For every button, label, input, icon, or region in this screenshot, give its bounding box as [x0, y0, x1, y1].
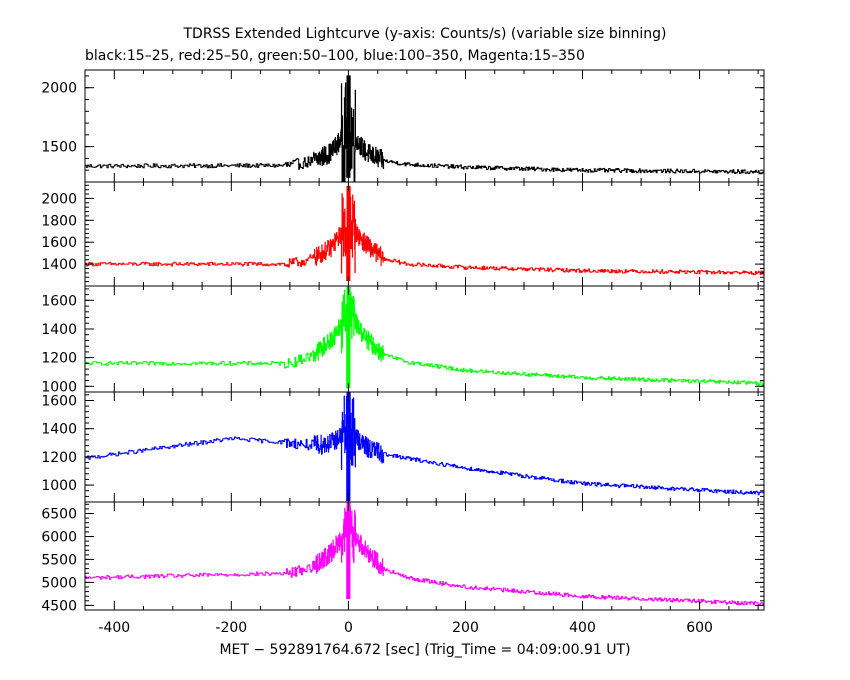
y-tick-label: 1200 — [41, 450, 77, 466]
x-tick-label: -400 — [98, 620, 130, 636]
panel-frame — [84, 285, 765, 393]
panel-4: 1000 1200 1400 1600 — [41, 391, 765, 503]
x-tick-label: 600 — [686, 620, 713, 636]
y-tick-label: 6000 — [41, 530, 77, 546]
x-axis-label: MET − 592891764.672 [sec] (Trig_Time = 0… — [219, 642, 630, 658]
panel-2: 1400 1600 1800 2000 — [41, 181, 765, 287]
y-tick-label: 1000 — [41, 478, 77, 494]
series-line-2 — [85, 185, 764, 281]
x-tick-label: -200 — [215, 620, 247, 636]
x-tick-label: 200 — [452, 620, 479, 636]
y-tick-label: 4500 — [41, 598, 77, 614]
y-tick-label: 2000 — [41, 81, 77, 97]
y-tick-label: 1400 — [41, 257, 77, 273]
y-tick-label: 6500 — [41, 507, 77, 523]
panel-3: 1000 1200 1400 1600 — [41, 285, 765, 395]
y-tick-label: 5500 — [41, 552, 77, 568]
panels: 1500200014001600180020001000120014001600… — [41, 69, 765, 636]
y-tick-label: 1400 — [41, 322, 77, 338]
series-line-5 — [85, 502, 764, 607]
chart-subtitle: black:15–25, red:25–50, green:50–100, bl… — [85, 48, 585, 64]
y-tick-label: 1500 — [41, 140, 77, 156]
panel-frame — [84, 391, 765, 503]
panel-5: 4500 5000 5500 6000 6500 — [41, 501, 765, 614]
chart-title: TDRSS Extended Lightcurve (y-axis: Count… — [182, 26, 666, 42]
y-tick-label: 1200 — [41, 351, 77, 367]
y-tick-label: 2000 — [41, 191, 77, 207]
panel-1: 1500 2000 — [41, 69, 765, 183]
y-tick-label: 1600 — [41, 293, 77, 309]
y-tick-label: 1800 — [41, 213, 77, 229]
x-tick-label: 0 — [344, 620, 353, 636]
y-tick-label: 1600 — [41, 235, 77, 251]
y-tick-label: 5000 — [41, 575, 77, 591]
y-tick-label: 1400 — [41, 422, 77, 438]
series-line-1 — [85, 75, 764, 182]
y-tick-label: 1600 — [41, 394, 77, 410]
y-tick-label: 1000 — [41, 379, 77, 395]
series-line-4 — [85, 392, 764, 502]
panel-frame — [84, 501, 765, 611]
series-line-3 — [85, 286, 764, 389]
x-tick-label: 400 — [569, 620, 596, 636]
